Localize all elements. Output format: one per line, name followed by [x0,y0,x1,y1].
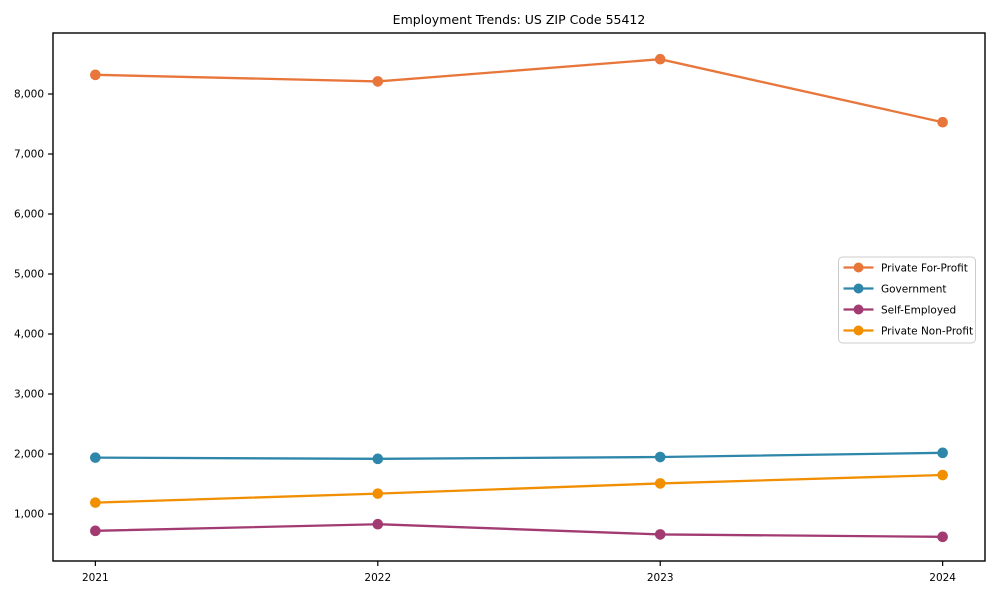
x-axis-tick-label: 2024 [929,572,956,584]
legend-marker [853,304,864,315]
legend-label: Government [881,283,946,295]
legend-entry: Private For-Profit [843,262,968,274]
y-axis-tick-label: 8,000 [14,89,44,101]
y-axis-tick-label: 4,000 [14,329,44,341]
series-line-self-employed [95,523,943,538]
data-point [937,116,948,128]
data-point [90,69,101,81]
y-axis-tick-label: 5,000 [14,269,44,281]
legend-label: Private For-Profit [881,262,968,274]
data-point [90,452,101,463]
y-axis-tick-label: 2,000 [14,449,44,461]
data-point [90,525,101,537]
data-point [654,53,666,65]
legend-entry: Government [843,283,946,295]
data-point [937,447,948,459]
data-point [372,518,384,530]
x-axis-tick-label: 2023 [647,572,674,584]
series-line-private-non-profit [95,473,943,504]
legend-entry: Self-Employed [843,304,956,316]
data-point [90,497,101,508]
plot-border [52,32,986,562]
series-line-private-for-profit [95,58,943,124]
legend-marker [853,262,864,273]
y-axis-tick-label: 6,000 [14,209,44,221]
data-point [654,451,666,463]
legend-marker [853,283,864,294]
y-axis-tick-label: 7,000 [14,149,44,161]
legend-marker [853,325,864,336]
chart-title: Employment Trends: US ZIP Code 55412 [392,12,646,27]
legend-label: Self-Employed [881,304,956,316]
legend-entry: Private Non-Profit [843,325,973,337]
legend-box [838,256,976,344]
x-axis-tick-label: 2022 [364,572,391,584]
data-point [372,453,384,465]
data-point [654,478,666,489]
y-axis-tick-label: 3,000 [14,389,44,401]
data-point [937,531,948,543]
data-point [937,469,948,481]
x-axis-tick-label: 2021 [82,572,109,584]
data-point [372,76,384,87]
data-point [654,529,666,540]
legend-label: Private Non-Profit [881,325,973,337]
legend: Private For-Profit Government Self-Employe… [838,256,976,344]
y-axis-tick-label: 1,000 [14,509,44,521]
series-line-government [95,451,943,460]
data-point [372,488,384,499]
